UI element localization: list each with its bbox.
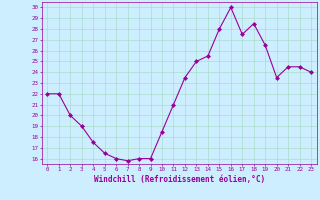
X-axis label: Windchill (Refroidissement éolien,°C): Windchill (Refroidissement éolien,°C) bbox=[94, 175, 265, 184]
